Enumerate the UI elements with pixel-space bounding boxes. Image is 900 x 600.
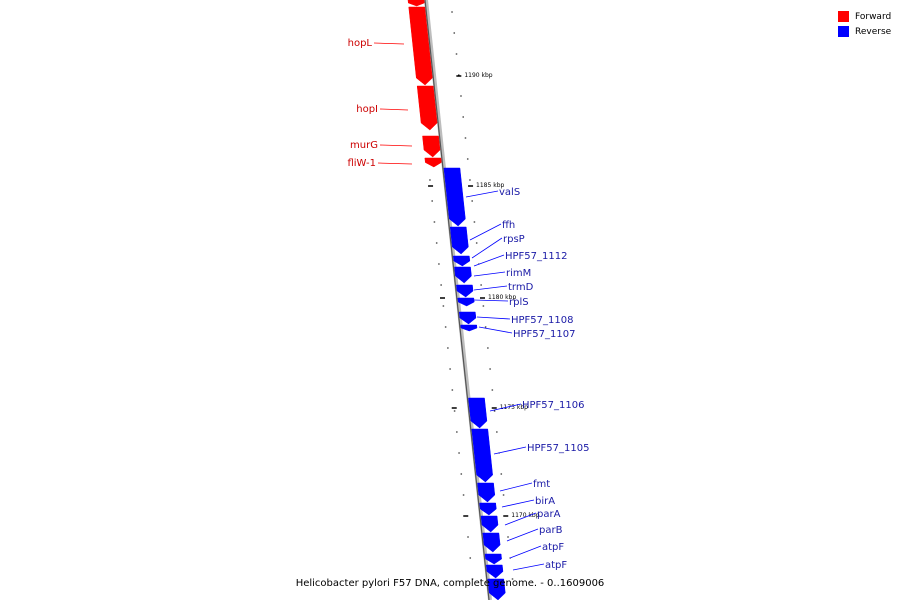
gene-arrow-reverse: [453, 255, 471, 267]
gene-leader-reverse: [504, 512, 537, 526]
gene-leader-forward: [373, 42, 405, 45]
legend-reverse-swatch: [838, 26, 849, 37]
tick-label: 1180 kbp: [488, 294, 516, 301]
gene-label-reverse: HPF57_1112: [505, 251, 567, 262]
gene-leader-reverse: [465, 190, 499, 198]
gene-arrow-reverse: [468, 397, 488, 429]
gene-leader-reverse: [506, 528, 539, 542]
gene-arrow-reverse: [457, 297, 475, 307]
gene-arrow-reverse: [459, 311, 477, 325]
gene-arrow-reverse: [487, 578, 506, 600]
gene-leader-forward: [379, 144, 413, 147]
gene-leader-reverse: [473, 254, 505, 267]
gene-arrow-reverse: [485, 564, 504, 579]
legend-reverse-label: Reverse: [855, 26, 892, 37]
gene-arrow-reverse: [479, 502, 497, 516]
gene-label-forward: hopI: [356, 104, 378, 115]
gene-label-forward: murG: [350, 140, 378, 151]
gene-arrow-forward: [408, 6, 433, 86]
gene-leader-reverse: [473, 285, 508, 291]
gene-leader-forward: [379, 108, 409, 111]
gene-leader-reverse: [473, 299, 509, 302]
gene-leader-reverse: [471, 237, 503, 259]
gene-label-reverse: rplS: [509, 297, 529, 308]
gene-leader-reverse: [499, 482, 533, 492]
gene-label-reverse: parA: [537, 509, 561, 520]
gene-label-reverse: rimM: [506, 268, 531, 279]
gene-label-forward: fliW-1: [347, 158, 376, 169]
gene-leader-reverse: [473, 271, 506, 277]
gene-arrow-reverse: [484, 553, 502, 565]
gene-arrow-forward: [424, 157, 442, 168]
gene-leader-reverse: [489, 403, 522, 412]
legend-forward-label: Forward: [855, 11, 892, 22]
genome-caption: Helicobacter pylori F57 DNA, complete ge…: [295, 578, 605, 589]
tick-label: 1190 kbp: [464, 72, 492, 79]
gene-leader-reverse: [469, 223, 502, 241]
gene-leader-forward: [377, 162, 413, 165]
gene-arrow-reverse: [454, 266, 472, 284]
gene-arrow-forward: [422, 135, 441, 158]
gene-arrow-forward: [407, 0, 425, 7]
gene-leader-reverse: [501, 499, 535, 508]
gene-label-reverse: HPF57_1106: [522, 400, 584, 411]
gene-arrow-reverse: [443, 167, 466, 227]
gene-leader-reverse: [493, 446, 527, 455]
legend-forward: Forward: [838, 9, 891, 24]
gene-label-forward: hopL: [348, 38, 373, 49]
gene-arrow-reverse: [480, 515, 499, 533]
tick-label: 1170 kbp: [511, 512, 539, 519]
gene-leader-reverse: [476, 316, 511, 320]
gene-arrow-reverse: [460, 324, 478, 332]
gene-label-reverse: atpF: [542, 542, 564, 553]
legend-forward-swatch: [838, 11, 849, 22]
gene-leader-reverse: [478, 326, 513, 334]
gene-arrow-reverse: [477, 482, 496, 503]
tick-label: 1175 kbp: [500, 404, 528, 411]
gene-arrow-reverse: [482, 532, 501, 553]
gene-label-reverse: birA: [535, 496, 555, 507]
legend-reverse: Reverse: [838, 24, 891, 39]
gene-leader-reverse: [512, 563, 545, 571]
gene-label-reverse: trmD: [508, 282, 534, 293]
gene-arrow-reverse: [456, 284, 474, 298]
gene-arrow-reverse: [449, 226, 469, 255]
genome-backbone-edge: [424, 0, 490, 600]
gene-label-reverse: HPF57_1108: [511, 315, 573, 326]
gene-arrow-reverse: [471, 428, 493, 483]
gene-label-reverse: HPF57_1107: [513, 329, 575, 340]
tick-label: 1185 kbp: [476, 182, 504, 189]
legend: Forward Reverse: [838, 9, 891, 39]
gene-label-reverse: parB: [539, 525, 563, 536]
gene-label-reverse: rpsP: [503, 234, 525, 245]
gene-leader-reverse: [509, 545, 542, 559]
gene-label-reverse: atpF: [545, 560, 567, 571]
gene-label-reverse: ffh: [502, 220, 515, 231]
gene-label-reverse: valS: [499, 187, 520, 198]
gene-label-reverse: fmt: [533, 479, 550, 490]
gene-label-reverse: HPF57_1105: [527, 443, 589, 454]
gene-arrow-forward: [416, 85, 438, 131]
